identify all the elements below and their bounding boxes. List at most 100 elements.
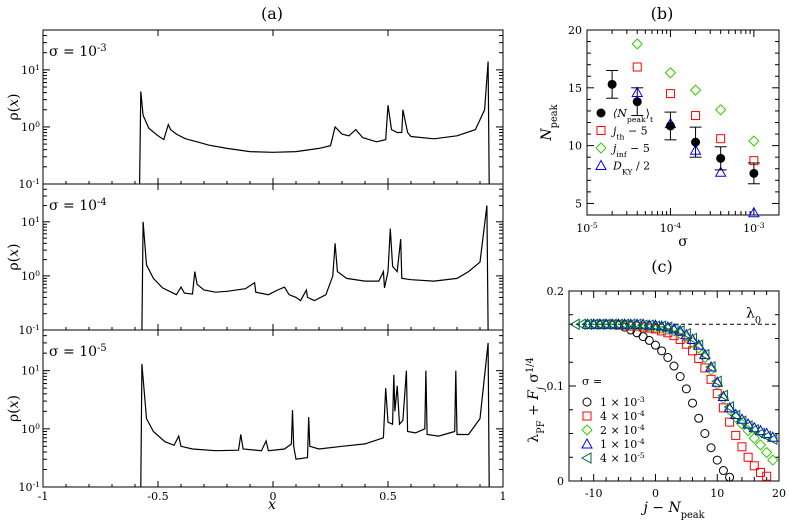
- x-tick-label-part: -1: [38, 490, 49, 503]
- y-axis-label-part: x: [6, 400, 22, 408]
- data-point: [630, 318, 642, 331]
- y-axis-label: ρ(x): [6, 395, 22, 422]
- x-tick-label: 0: [270, 490, 277, 503]
- y-axis-label-part: F: [526, 389, 542, 401]
- legend-marker: [580, 452, 592, 464]
- y-tick-label: 20: [568, 24, 582, 37]
- legend-label-part: th: [616, 132, 624, 141]
- y-tick-label-part: 0.2: [547, 285, 565, 298]
- legend-label: 1 × 10-4: [600, 437, 645, 452]
- y-axis-label-part: j: [536, 387, 547, 392]
- legend-label-part: KY: [622, 167, 634, 176]
- data-point: [749, 168, 759, 178]
- data-point: [718, 466, 728, 476]
- x-axis-label: σ: [678, 234, 688, 250]
- subplot-frame: [42, 29, 504, 185]
- x-tick-label-part: 10: [710, 487, 724, 500]
- data-point: [700, 429, 710, 438]
- y-tick-label-part: 20: [568, 24, 582, 37]
- y-tick-label-part: 10: [21, 121, 35, 134]
- x-tick-label-part: -0.5: [147, 490, 168, 503]
- legend-marker: [582, 411, 592, 421]
- y-axis-label: Npeak: [539, 104, 560, 141]
- data-point: [748, 432, 761, 444]
- y-axis-label-part: ): [6, 243, 22, 248]
- data-point: [649, 320, 660, 332]
- x-tick-label: 10-4: [660, 221, 682, 236]
- y-axis-label: ρ(x): [6, 93, 22, 120]
- data-point: [689, 84, 702, 96]
- legend-label: ⟨Npeak⟩t: [613, 107, 654, 124]
- x-tick-label-part: 1: [500, 490, 507, 503]
- legend-label: DKY / 2: [612, 160, 650, 177]
- legend-title-part: σ =: [582, 375, 602, 388]
- data-point: [618, 318, 630, 331]
- x-axis-label-part: peak: [681, 510, 705, 521]
- x-tick-label-part: 20: [772, 487, 786, 500]
- y-tick-label-part: 10: [21, 216, 35, 229]
- y-tick-label: 101: [21, 363, 40, 378]
- legend-label: 4 × 10-4: [600, 409, 645, 424]
- y-axis-label: λPF + Fj σ1/4: [525, 357, 547, 442]
- y-tick-label-part: 1: [35, 214, 40, 223]
- y-tick-label: 10-1: [19, 323, 41, 338]
- data-point: [569, 318, 580, 331]
- data-point: [729, 409, 741, 422]
- y-tick-label-part: 5: [575, 197, 582, 210]
- lambda0-label-part: 0: [755, 315, 761, 326]
- y-axis-label-part: ρ(: [6, 408, 22, 422]
- x-tick-label-part: 10: [743, 222, 757, 235]
- sigma-label: σ = 10-4: [49, 197, 107, 215]
- data-point: [669, 361, 679, 371]
- y-axis-label-part: PF: [536, 420, 547, 434]
- panel-b-label: (b): [651, 4, 674, 23]
- data-point: [716, 153, 726, 163]
- data-point: [754, 427, 765, 440]
- data-point: [714, 104, 727, 116]
- legend-label-part: -5: [637, 451, 645, 460]
- legend-label: 1 × 10-3: [600, 395, 645, 410]
- panel-c-label: (c): [651, 257, 672, 276]
- data-point: [711, 375, 722, 388]
- data-point: [749, 461, 759, 471]
- data-point: [766, 433, 778, 446]
- data-point: [698, 348, 710, 361]
- y-axis-label-part: λ: [526, 434, 542, 443]
- legend-label-part: peak: [627, 115, 646, 124]
- sigma-label: σ = 10-5: [49, 343, 107, 361]
- x-tick-label: 0.5: [379, 490, 397, 503]
- x-tick-label-part: 0.5: [379, 490, 397, 503]
- data-point: [581, 318, 593, 331]
- data-point: [748, 135, 760, 147]
- x-axis-label-part: j: [640, 500, 648, 516]
- data-point: [593, 318, 605, 331]
- data-point: [624, 318, 636, 331]
- legend-label: 4 × 10-5: [600, 451, 645, 466]
- data-point: [714, 166, 727, 177]
- x-tick-label: -10: [585, 487, 603, 500]
- data-point: [674, 325, 685, 337]
- data-point: [748, 423, 759, 436]
- x-tick-label-part: 10: [576, 222, 590, 235]
- y-tick-label-part: 1: [35, 62, 40, 71]
- data-point: [762, 471, 772, 481]
- x-tick-label: -0.5: [147, 490, 168, 503]
- sigma-label-part: -4: [97, 197, 107, 208]
- y-axis-label-part: ): [6, 93, 22, 98]
- x-axis-label-part: N: [667, 500, 681, 516]
- sigma-label-part: σ = 10: [49, 44, 97, 60]
- x-tick-label: 0: [652, 487, 659, 500]
- data-point: [686, 332, 698, 345]
- x-axis-label-part: σ: [678, 234, 688, 250]
- density-curve: [140, 342, 490, 488]
- legend-label-part: − 5: [624, 125, 647, 138]
- y-tick-label: 100: [21, 268, 40, 283]
- legend-marker: [582, 397, 592, 407]
- data-point: [663, 353, 673, 362]
- y-tick-label-part: 1: [35, 363, 40, 372]
- data-point: [699, 348, 711, 360]
- x-tick-label: -1: [38, 490, 49, 503]
- data-point: [742, 420, 753, 432]
